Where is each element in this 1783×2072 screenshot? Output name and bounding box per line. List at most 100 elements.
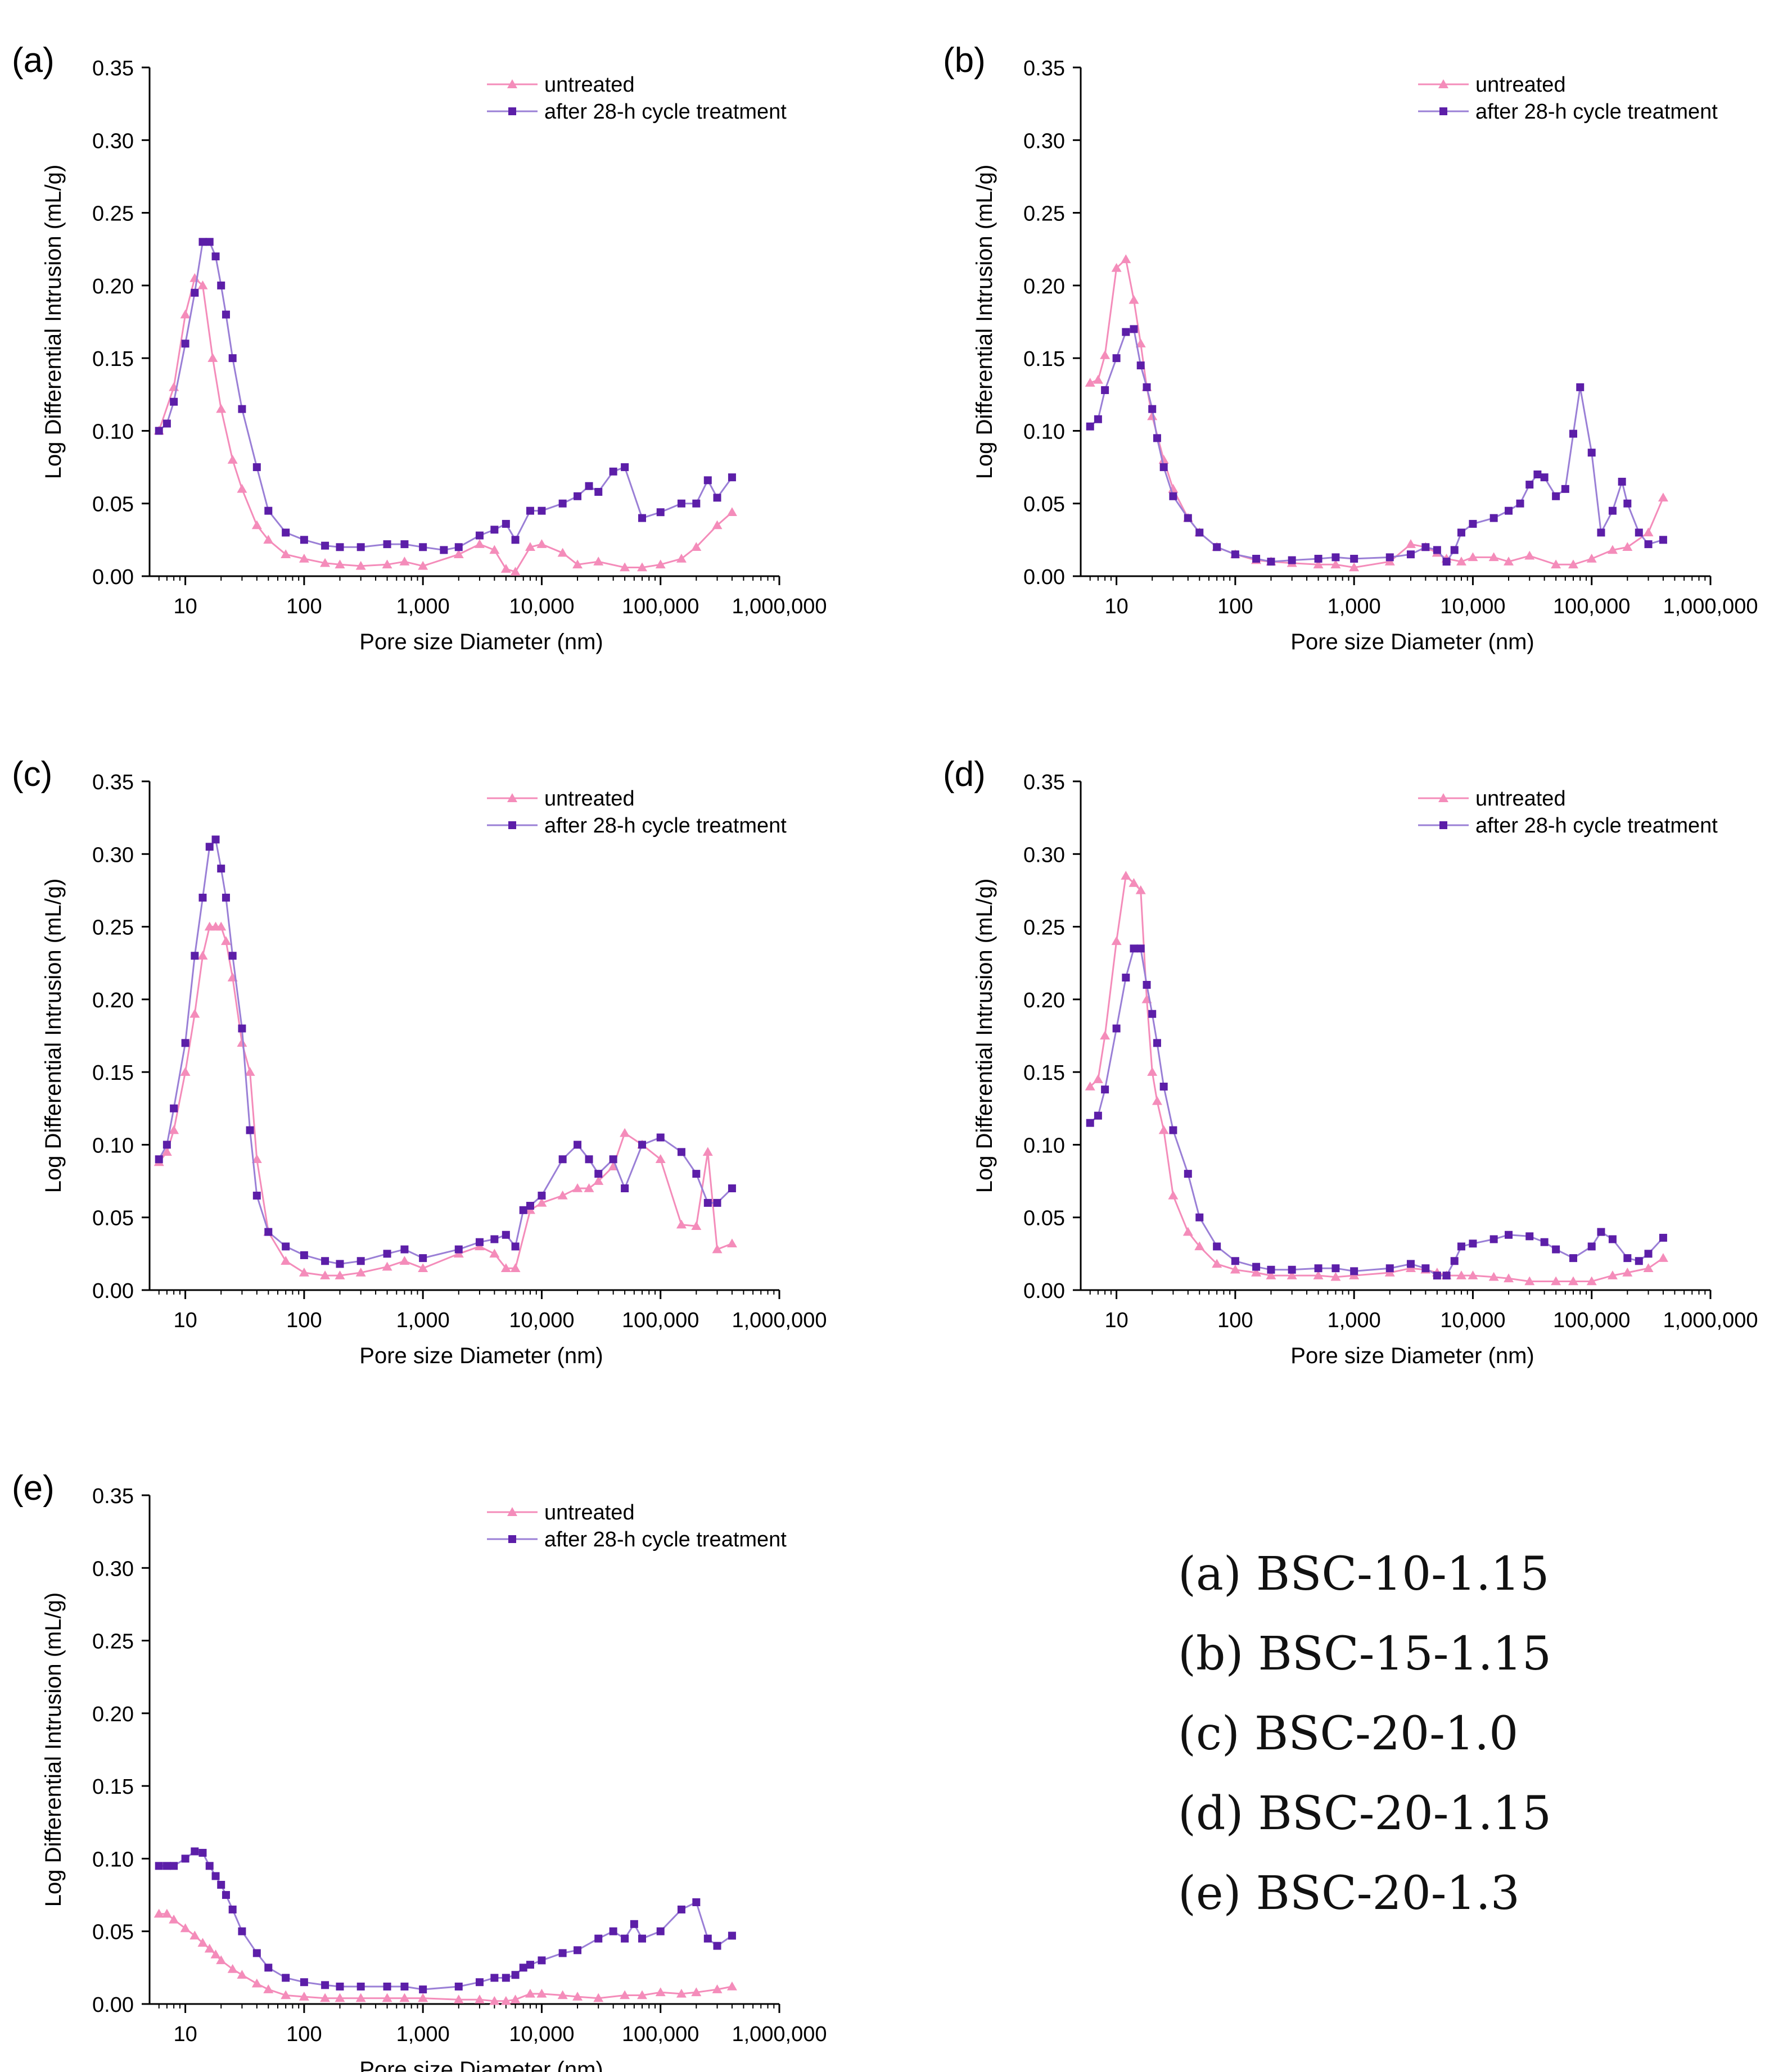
data-point xyxy=(453,549,464,558)
data-point xyxy=(1623,499,1632,508)
data-point xyxy=(1158,455,1169,464)
data-point xyxy=(216,404,227,413)
data-point xyxy=(1266,1270,1276,1279)
data-point xyxy=(181,340,189,348)
data-point xyxy=(211,1872,220,1880)
data-point xyxy=(321,1981,329,1989)
data-point xyxy=(656,508,665,517)
data-point xyxy=(536,539,547,548)
legend-marker xyxy=(508,1535,516,1543)
legend: untreated after 28-h cycle treatment xyxy=(487,73,787,124)
data-point xyxy=(1121,871,1131,880)
data-point xyxy=(252,1191,261,1200)
y-tick-label: 0.25 xyxy=(1023,202,1065,226)
y-tick-label: 0.00 xyxy=(92,1993,134,2017)
data-point xyxy=(526,1961,534,1969)
x-tick-label: 1,000 xyxy=(1328,595,1381,618)
data-point xyxy=(263,1984,274,1993)
data-point xyxy=(1488,1272,1499,1281)
series-line xyxy=(158,241,733,551)
data-point xyxy=(502,1230,510,1239)
data-point xyxy=(336,1982,344,1990)
data-point xyxy=(453,1994,464,2003)
x-tick-label: 100 xyxy=(1217,595,1253,618)
data-point xyxy=(703,1198,712,1207)
data-point xyxy=(1251,1267,1262,1277)
data-point xyxy=(594,1170,603,1178)
data-point xyxy=(510,1994,521,2003)
data-point xyxy=(489,545,500,554)
data-point xyxy=(1504,1273,1514,1283)
y-axis-title: Log Differential Intrusion (mL/g) xyxy=(41,165,66,479)
data-point xyxy=(1122,328,1130,336)
y-tick-label: 0.05 xyxy=(92,493,134,517)
data-point xyxy=(237,1038,247,1047)
data-point xyxy=(489,1996,500,2005)
data-point xyxy=(252,463,261,472)
data-point xyxy=(251,520,262,530)
series-untreated xyxy=(154,1908,737,2005)
data-point xyxy=(557,1990,568,1999)
x-tick-label: 1,000,000 xyxy=(1663,595,1758,618)
legend-label-untreated: untreated xyxy=(544,73,635,97)
data-point xyxy=(1086,1119,1094,1127)
legend-label-untreated: untreated xyxy=(1475,73,1566,97)
series-line xyxy=(1089,947,1664,1277)
data-point xyxy=(1086,422,1094,431)
data-point xyxy=(1094,1111,1102,1120)
x-tick-label: 100,000 xyxy=(622,1309,699,1332)
data-point xyxy=(1101,386,1109,395)
data-point xyxy=(356,1257,365,1265)
data-point xyxy=(216,921,227,931)
y-tick-label: 0.35 xyxy=(92,1485,134,1508)
y-tick-label: 0.00 xyxy=(92,565,134,589)
data-point xyxy=(1330,559,1341,569)
data-point xyxy=(399,1993,410,2002)
data-point xyxy=(356,543,365,551)
data-point xyxy=(1153,1039,1161,1047)
chart-panel-a: (a) 0.00 0.05 0.10 0.15 0.20 0.25 0.30 0.35 10 100… xyxy=(12,41,827,654)
data-point xyxy=(1456,1270,1466,1279)
data-point xyxy=(1569,1254,1577,1263)
data-point xyxy=(1085,378,1095,387)
data-point xyxy=(702,1147,713,1156)
data-point xyxy=(502,1974,510,1982)
data-point xyxy=(620,1128,630,1137)
data-point xyxy=(216,1955,227,1965)
data-point xyxy=(320,1270,331,1279)
y-tick-label: 0.05 xyxy=(1023,1207,1065,1230)
legend-marker xyxy=(507,79,517,88)
data-point xyxy=(454,1245,463,1254)
data-point xyxy=(726,507,737,516)
x-tick-label: 1,000 xyxy=(396,1309,450,1332)
data-point xyxy=(1659,1233,1667,1242)
data-point xyxy=(336,543,344,551)
x-tick-label: 10,000 xyxy=(509,595,574,618)
y-tick-label: 0.10 xyxy=(1023,1134,1065,1157)
data-point xyxy=(500,1996,511,2005)
data-point xyxy=(584,1183,594,1192)
data-point xyxy=(677,1905,685,1913)
x-tick-label: 100,000 xyxy=(1553,1309,1630,1332)
data-point xyxy=(1504,557,1514,565)
data-point xyxy=(511,1242,520,1251)
x-tick-label: 100,000 xyxy=(622,2023,699,2046)
data-point xyxy=(1552,1245,1560,1254)
data-point xyxy=(1607,545,1618,554)
data-point xyxy=(217,865,225,873)
data-point xyxy=(1169,492,1177,500)
data-point xyxy=(1195,528,1204,537)
data-point xyxy=(500,564,511,573)
data-point xyxy=(1349,562,1360,572)
data-point xyxy=(1586,1276,1597,1286)
series-treated xyxy=(1086,944,1667,1280)
data-point xyxy=(1635,528,1643,537)
data-point xyxy=(1568,559,1578,569)
data-point xyxy=(1213,1242,1221,1251)
x-axis-title: Pore size Diameter (nm) xyxy=(359,2057,603,2072)
data-point xyxy=(419,543,427,551)
data-point xyxy=(621,1184,629,1192)
y-tick-label: 0.25 xyxy=(1023,916,1065,940)
data-point xyxy=(440,546,448,554)
